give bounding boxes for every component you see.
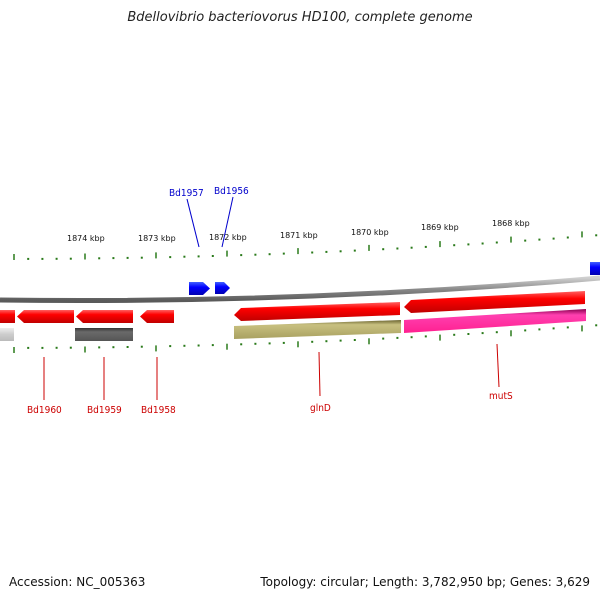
feature-bar-olive [234, 320, 401, 339]
scale-label: 1873 kbp [138, 234, 176, 243]
genome-summary: Topology: circular; Length: 3,782,950 bp… [260, 575, 590, 589]
feature-bar-gray-dark [75, 328, 133, 341]
topology-value: circular [320, 575, 365, 589]
gene-labels: Bd1957 Bd1956 Bd1960 Bd1959 Bd1958 glnD … [27, 186, 513, 416]
gene-label-bd1959[interactable]: Bd1959 [87, 405, 122, 416]
gene-glnd-arrow[interactable] [234, 302, 400, 321]
genes-value: 3,629 [555, 575, 590, 589]
scale-label: 1870 kbp [351, 228, 389, 237]
gene-label-muts[interactable]: mutS [489, 391, 513, 402]
accession-label: Accession: [9, 575, 73, 589]
scale-label: 1871 kbp [280, 231, 318, 240]
gene-label-bd1960[interactable]: Bd1960 [27, 405, 62, 416]
scale-ticks-top [13, 231, 598, 260]
scale-label: 1874 kbp [67, 234, 105, 243]
accession-value: NC_005363 [76, 575, 146, 589]
genome-backbone [0, 275, 600, 304]
leader-line-glnd [318, 351, 321, 397]
leader-line-bd1956 [221, 196, 234, 248]
gene-label-bd1956[interactable]: Bd1956 [214, 186, 249, 197]
gene-bd1959-arrow[interactable] [76, 310, 133, 323]
reverse-genes[interactable] [0, 291, 585, 323]
forward-genes[interactable] [189, 262, 600, 295]
gene-bd1960-arrow[interactable] [17, 310, 74, 323]
gene-bd1957-arrow[interactable] [189, 282, 210, 295]
gene-edge-arrow-left[interactable] [0, 310, 15, 323]
length-value: 3,782,950 bp [421, 575, 502, 589]
scale-labels: 1874 kbp 1873 kbp 1872 kbp 1871 kbp 1870… [67, 219, 530, 243]
gene-bd1958-arrow[interactable] [140, 310, 174, 323]
gene-edge-arrow-right[interactable] [590, 262, 600, 275]
gene-muts-arrow[interactable] [404, 291, 585, 313]
leader-line-bd1957 [186, 198, 200, 248]
map-title: Bdellovibrio bacteriovorus HD100, comple… [127, 10, 473, 25]
genes-label: Genes: [509, 575, 552, 589]
scale-label: 1869 kbp [421, 223, 459, 232]
accession-info: Accession: NC_005363 [9, 575, 145, 589]
scale-ticks-bottom [13, 324, 598, 353]
feature-bar-gray-light [0, 328, 14, 341]
gene-label-glnd[interactable]: glnD [310, 403, 331, 414]
gene-label-bd1958[interactable]: Bd1958 [141, 405, 176, 416]
topology-label: Topology: [260, 575, 317, 589]
leader-line-muts [496, 343, 500, 388]
scale-label: 1868 kbp [492, 219, 530, 228]
length-label: Length: [372, 575, 419, 589]
feature-bars [0, 309, 586, 341]
scale-label: 1872 kbp [209, 233, 247, 242]
feature-bar-magenta [404, 309, 586, 333]
label-leaders [43, 196, 500, 400]
gene-label-bd1957[interactable]: Bd1957 [169, 188, 204, 199]
gene-bd1956-arrow[interactable] [215, 282, 230, 294]
